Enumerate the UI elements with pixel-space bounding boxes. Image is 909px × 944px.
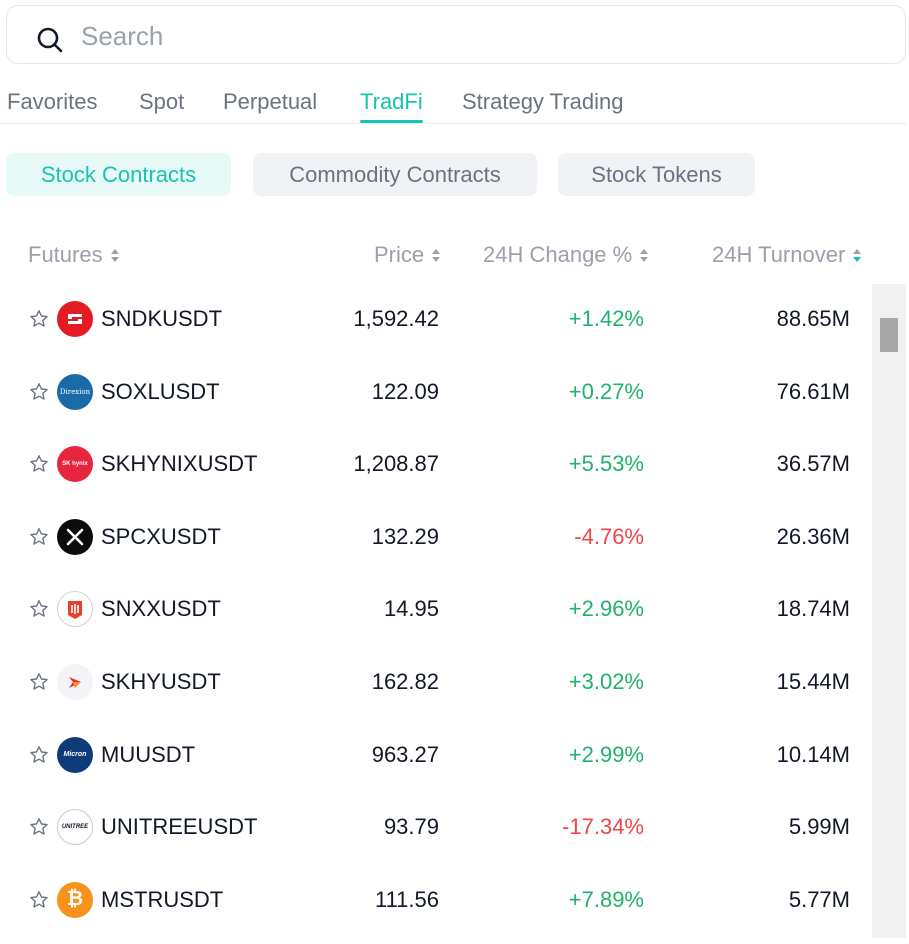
column-header-turnover[interactable]: 24H Turnover xyxy=(712,242,862,268)
logo-text: UNITREE xyxy=(61,824,89,831)
column-header-futures[interactable]: Futures xyxy=(28,242,119,268)
tab-tradfi[interactable]: TradFi xyxy=(360,89,423,123)
table-row[interactable]: SNDKUSDT 1,592.42 +1.42% 88.65M xyxy=(0,284,870,356)
symbol: SKHYNIXUSDT xyxy=(101,451,258,477)
symbol: SKHYUSDT xyxy=(101,669,221,694)
table-row[interactable]: SPCXUSDT 132.29 -4.76% 26.36M xyxy=(0,502,870,574)
change-percent: -4.76% xyxy=(574,523,644,549)
sk-logo xyxy=(57,664,93,700)
subtab-commodity-contracts[interactable]: Commodity Contracts xyxy=(253,153,537,196)
unitree-logo: UNITREE xyxy=(57,809,93,846)
tab-spot[interactable]: Spot xyxy=(139,89,185,114)
table-row[interactable]: ₿ MSTRUSDT 111.56 +7.89% 5.77M xyxy=(0,865,870,937)
sort-icon xyxy=(640,248,649,262)
favorite-star-icon[interactable] xyxy=(29,309,49,329)
sort-icon xyxy=(110,248,119,262)
tab-strategy-trading[interactable]: Strategy Trading xyxy=(462,89,624,114)
favorite-star-icon[interactable] xyxy=(29,817,49,837)
search-box[interactable] xyxy=(6,5,906,64)
turnover: 76.61M xyxy=(776,378,850,404)
column-header-change[interactable]: 24H Change % xyxy=(483,242,649,268)
scrollbar-thumb[interactable] xyxy=(880,318,898,352)
favorite-star-icon[interactable] xyxy=(29,745,49,765)
logo-text: Direxion xyxy=(59,387,91,396)
column-header-change-label: 24H Change % xyxy=(483,242,633,267)
favorite-star-icon[interactable] xyxy=(29,454,49,474)
table-row[interactable]: SNXXUSDT 14.95 +2.96% 18.74M xyxy=(0,574,870,646)
tab-favorites[interactable]: Favorites xyxy=(7,89,98,114)
logo-text: ₿ xyxy=(66,888,84,911)
turnover: 18.74M xyxy=(776,596,850,622)
search-icon xyxy=(37,27,63,53)
price: 1,592.42 xyxy=(353,306,439,331)
column-header-turnover-label: 24H Turnover xyxy=(712,242,846,267)
price: 132.29 xyxy=(371,523,439,549)
change-percent: +7.89% xyxy=(568,886,644,912)
price: 122.09 xyxy=(371,378,439,404)
micron-logo: Micron xyxy=(57,736,93,773)
sandisk-logo xyxy=(57,301,93,337)
favorite-star-icon[interactable] xyxy=(29,672,49,692)
column-header-price[interactable]: Price xyxy=(374,242,441,268)
table-row[interactable]: UNITREE UNITREEUSDT 93.79 -17.34% 5.99M xyxy=(0,792,870,864)
price: 14.95 xyxy=(383,596,439,622)
sort-descending-icon xyxy=(853,248,862,262)
change-percent: +2.96% xyxy=(568,596,644,622)
turnover: 15.44M xyxy=(776,669,850,694)
turnover: 36.57M xyxy=(776,451,850,477)
change-percent: +5.53% xyxy=(568,451,644,477)
table-row[interactable]: SKHYUSDT 162.82 +3.02% 15.44M xyxy=(0,647,870,719)
symbol: SNXXUSDT xyxy=(101,596,221,622)
change-percent: +3.02% xyxy=(568,669,644,694)
logo-text: SK hynix xyxy=(62,461,88,468)
market-tabs: Favorites Spot Perpetual TradFi Strategy… xyxy=(0,86,906,124)
symbol: MSTRUSDT xyxy=(101,886,224,912)
symbol: SPCXUSDT xyxy=(101,523,221,549)
subtab-stock-tokens[interactable]: Stock Tokens xyxy=(558,153,755,196)
price: 93.79 xyxy=(383,814,439,840)
change-percent: +2.99% xyxy=(568,741,644,767)
change-percent: +1.42% xyxy=(568,306,644,331)
snxx-logo xyxy=(57,591,93,628)
sk-hynix-logo: SK hynix xyxy=(57,446,93,483)
price: 111.56 xyxy=(374,886,439,912)
table-row[interactable]: Direxion SOXLUSDT 122.09 +0.27% 76.61M xyxy=(0,357,870,429)
turnover: 5.77M xyxy=(788,886,850,912)
symbol: MUUSDT xyxy=(101,741,196,767)
change-percent: -17.34% xyxy=(562,814,644,840)
turnover: 26.36M xyxy=(776,523,850,549)
turnover: 88.65M xyxy=(776,306,850,331)
table-row[interactable]: SK hynix SKHYNIXUSDT 1,208.87 +5.53% 36.57M xyxy=(0,429,870,501)
column-header-price-label: Price xyxy=(374,242,425,267)
price: 1,208.87 xyxy=(353,451,439,477)
search-input[interactable] xyxy=(81,18,781,54)
favorite-star-icon[interactable] xyxy=(29,382,49,402)
price: 162.82 xyxy=(371,669,439,694)
favorite-star-icon[interactable] xyxy=(29,599,49,619)
subtab-stock-contracts[interactable]: Stock Contracts xyxy=(6,153,231,196)
column-header-futures-label: Futures xyxy=(28,242,103,267)
price: 963.27 xyxy=(371,741,439,767)
spacex-logo xyxy=(57,518,93,555)
change-percent: +0.27% xyxy=(568,378,644,404)
favorite-star-icon[interactable] xyxy=(29,527,49,547)
table-row[interactable]: Micron MUUSDT 963.27 +2.99% 10.14M xyxy=(0,720,870,792)
turnover: 10.14M xyxy=(776,741,850,767)
favorite-star-icon[interactable] xyxy=(29,890,49,910)
bitcoin-logo: ₿ xyxy=(57,881,93,918)
symbol: SOXLUSDT xyxy=(101,378,220,404)
tab-perpetual[interactable]: Perpetual xyxy=(223,89,318,114)
turnover: 5.99M xyxy=(788,814,850,840)
logo-text: Micron xyxy=(63,751,87,759)
direxion-logo: Direxion xyxy=(57,373,93,410)
sort-icon xyxy=(432,248,441,262)
symbol: SNDKUSDT xyxy=(101,306,223,331)
symbol: UNITREEUSDT xyxy=(101,814,258,840)
scrollbar-track[interactable] xyxy=(872,284,906,938)
